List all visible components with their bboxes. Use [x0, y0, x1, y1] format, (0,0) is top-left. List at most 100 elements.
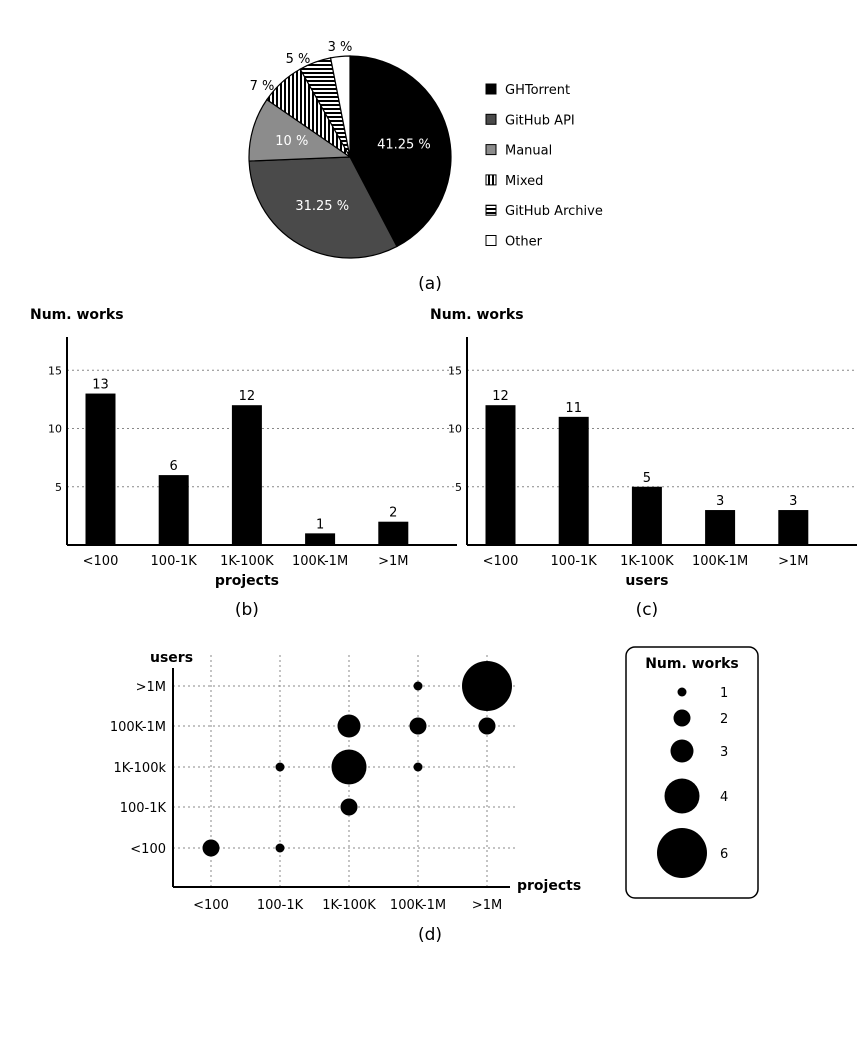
y-axis-title: Num. works: [30, 307, 124, 323]
pie-label-2: 10 %: [275, 134, 308, 149]
bar-2: [231, 405, 262, 545]
bubble-6: [413, 762, 423, 772]
y-tick-2: 1K-100k: [114, 761, 167, 776]
y-axis-title: Num. works: [430, 307, 524, 323]
bubble-5: [337, 714, 361, 738]
x-axis-title: projects: [517, 878, 581, 894]
x-tick-1: 100-1K: [151, 554, 198, 569]
pie-slice-1: [248, 156, 398, 259]
x-tick-4: >1M: [778, 554, 808, 569]
bubble-3: [340, 798, 358, 816]
pie-slice-0: [349, 55, 452, 248]
bubble-4: [331, 749, 367, 785]
pie-slice-5: [329, 55, 351, 158]
legend-label-1: GitHub API: [505, 113, 575, 128]
bubble-10: [462, 661, 512, 711]
bar-value-3: 3: [716, 494, 724, 509]
bar-value-2: 5: [643, 471, 651, 486]
bar-4: [378, 521, 409, 545]
x-tick-0: <100: [193, 898, 229, 913]
x-tick-0: <100: [83, 554, 119, 569]
pie-label-4: 5 %: [286, 52, 311, 67]
caption: (b): [235, 600, 259, 620]
y-tick-10: 10: [448, 423, 462, 436]
bar-value-0: 13: [92, 378, 109, 393]
size-legend-title: Num. works: [645, 656, 739, 672]
bar-value-3: 1: [316, 517, 324, 532]
size-legend-label-1: 2: [720, 712, 728, 727]
y-tick-4: >1M: [136, 680, 166, 695]
bar-0: [485, 405, 516, 545]
pie-label-3: 7 %: [250, 79, 275, 94]
size-legend-label-2: 3: [720, 745, 728, 760]
bubble-chart-d: users <100 100-1K 1K-100K 100K-1M >1M <100 100-…: [110, 646, 759, 945]
x-tick-2: 1K-100K: [620, 554, 674, 569]
caption-d: (d): [418, 925, 442, 945]
legend-label-0: GHTorrent: [505, 83, 570, 98]
bar-value-4: 2: [389, 506, 397, 521]
bubble-7: [409, 717, 427, 735]
y-tick-5: 5: [455, 481, 462, 494]
bar-chart-c: Num. works 5 10 15 12 <100 11 100-1K 5 1K-100K 3 10…: [430, 307, 857, 620]
bar-value-0: 12: [492, 389, 509, 404]
legend-swatch-3: [485, 174, 497, 186]
bar-2: [631, 486, 662, 545]
y-tick-10: 10: [48, 423, 62, 436]
pie-label-5: 3 %: [328, 40, 353, 55]
y-tick-3: 100K-1M: [110, 720, 166, 735]
pie-chart-a: 41.25 % 31.25 % 10 % 7 % 5 % 3 % GHTorrent GitH…: [248, 40, 603, 294]
size-legend-label-3: 4: [720, 790, 728, 805]
y-tick-15: 15: [48, 364, 62, 377]
x-tick-3: 100K-1M: [390, 898, 446, 913]
bubble-1: [275, 843, 285, 853]
bar-1: [558, 416, 589, 545]
legend-swatch-1: [485, 113, 497, 125]
bar-value-4: 3: [789, 494, 797, 509]
y-axis-title: users: [150, 650, 193, 666]
caption: (c): [636, 600, 659, 620]
legend-swatch-2: [485, 144, 497, 156]
bar-value-2: 12: [239, 389, 256, 404]
y-tick-1: 100-1K: [120, 801, 167, 816]
bubble-0: [202, 839, 220, 857]
x-tick-3: 100K-1M: [292, 554, 348, 569]
pie-label-1: 31.25 %: [295, 199, 349, 214]
x-tick-1: 100-1K: [551, 554, 598, 569]
x-axis-title: users: [625, 573, 668, 589]
y-tick-5: 5: [55, 481, 62, 494]
y-tick-15: 15: [448, 364, 462, 377]
size-legend-label-0: 1: [720, 686, 728, 701]
size-legend-circle-3: [664, 778, 700, 814]
y-tick-0: <100: [130, 842, 166, 857]
legend-swatch-5: [485, 235, 497, 246]
size-legend-circle-4: [657, 828, 707, 878]
x-tick-2: 1K-100K: [220, 554, 274, 569]
x-axis-title: projects: [215, 573, 279, 589]
x-tick-1: 100-1K: [257, 898, 304, 913]
bubble-2: [275, 762, 285, 772]
x-tick-4: >1M: [378, 554, 408, 569]
size-legend-box: [625, 646, 759, 899]
legend-label-4: GitHub Archive: [505, 204, 603, 219]
bar-0: [85, 393, 116, 545]
bar-1: [158, 475, 189, 545]
bar-value-1: 11: [565, 401, 582, 416]
bubble-8: [413, 681, 423, 691]
size-legend-label-4: 6: [720, 847, 728, 862]
caption-a: (a): [418, 274, 442, 294]
legend-label-2: Manual: [505, 144, 552, 159]
bar-3: [705, 510, 736, 545]
bar-value-1: 6: [170, 459, 178, 474]
bar-chart-b: Num. works 5 10 15 13 <100 6 100-1K 12 1K-100K 1 10…: [30, 307, 457, 620]
legend-swatch-0: [485, 83, 497, 95]
size-legend-circle-2: [670, 739, 694, 763]
bar-4: [778, 510, 809, 545]
size-legend-circle-1: [673, 709, 691, 727]
bubble-9: [478, 717, 496, 735]
x-tick-2: 1K-100K: [322, 898, 376, 913]
legend-label-5: Other: [505, 235, 543, 250]
bar-3: [305, 533, 336, 545]
x-tick-4: >1M: [472, 898, 502, 913]
size-legend-circle-0: [677, 687, 687, 697]
